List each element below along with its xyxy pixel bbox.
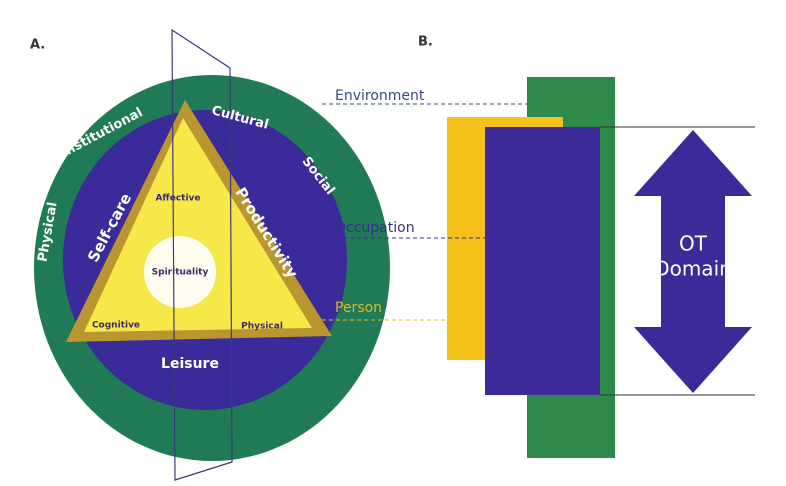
person-label: Physical: [241, 322, 283, 332]
occupation-block: [485, 127, 600, 395]
layer-label: Person: [335, 300, 382, 316]
occupation-label: Leisure: [161, 356, 219, 372]
person-label: Cognitive: [92, 321, 140, 331]
center-label: Spirituality: [152, 268, 209, 278]
domain-label: Domain: [654, 257, 732, 281]
layer-label: Occupation: [335, 220, 415, 236]
domain-label: OT: [679, 232, 708, 256]
panel-label: A.: [30, 38, 45, 53]
person-label: Affective: [155, 194, 200, 204]
panel-label: B.: [418, 35, 433, 50]
diagram: A. Physical Institutional Cultural Socia…: [0, 0, 786, 486]
layer-label: Environment: [335, 88, 425, 104]
